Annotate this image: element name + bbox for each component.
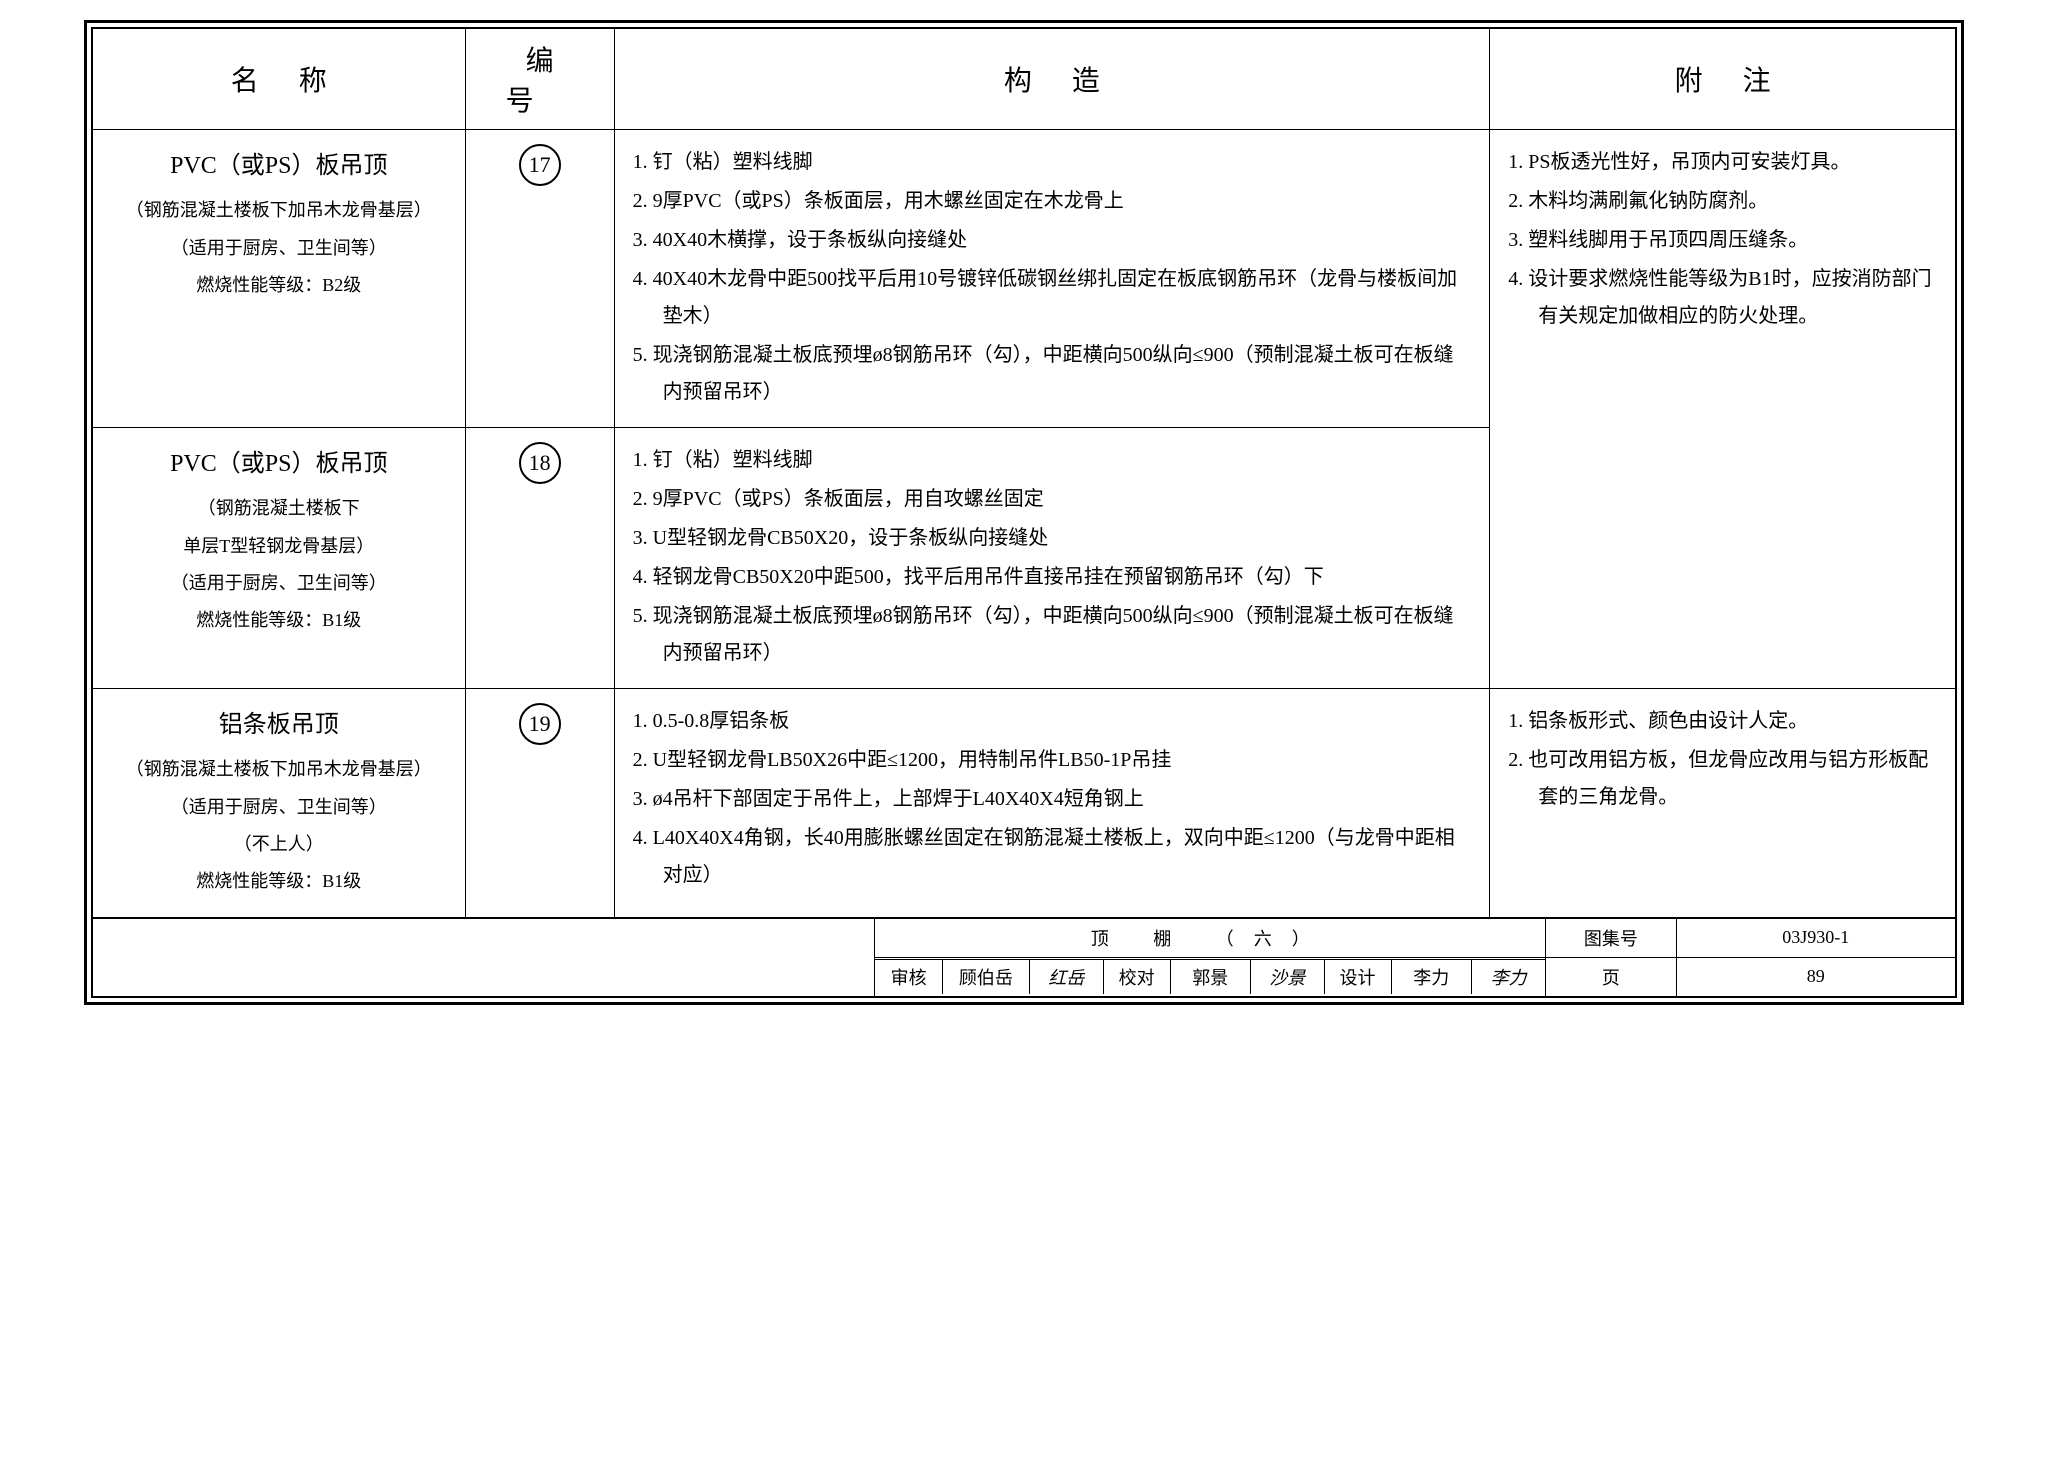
name-main: 铝条板吊顶 bbox=[111, 703, 447, 747]
construct-cell: 1. 钉（粘）塑料线脚 2. 9厚PVC（或PS）条板面层，用自攻螺丝固定 3.… bbox=[614, 428, 1490, 689]
design-signature: 李力 bbox=[1471, 960, 1545, 995]
outer-frame: 名称 编号 构造 附注 PVC（或PS）板吊顶 （钢筋混凝土楼板下加吊木龙骨基层… bbox=[84, 20, 1964, 1005]
document-page: 名称 编号 构造 附注 PVC（或PS）板吊顶 （钢筋混凝土楼板下加吊木龙骨基层… bbox=[84, 20, 1964, 1005]
check-name: 郭景 bbox=[1170, 960, 1250, 995]
construct-item: 3. ø4吊杆下部固定于吊件上，上部焊于L40X40X4短角钢上 bbox=[633, 781, 1472, 818]
fire-rating: 燃烧性能等级：B1级 bbox=[111, 604, 447, 637]
name-sub: 单层T型轻钢龙骨基层） bbox=[111, 530, 447, 563]
name-cell: PVC（或PS）板吊顶 （钢筋混凝土楼板下加吊木龙骨基层） （适用于厨房、卫生间… bbox=[93, 130, 466, 428]
construct-cell: 1. 钉（粘）塑料线脚 2. 9厚PVC（或PS）条板面层，用木螺丝固定在木龙骨… bbox=[614, 130, 1490, 428]
construct-item: 5. 现浇钢筋混凝土板底预埋ø8钢筋吊环（勾），中距横向500纵向≤900（预制… bbox=[633, 337, 1472, 411]
remark-item: 2. 木料均满刷氟化钠防腐剂。 bbox=[1508, 183, 1937, 220]
footer-table: 顶 棚 （六） 图集号 03J930-1 审核 顾伯岳 红岳 校对 郭景 bbox=[92, 918, 1956, 997]
construct-item: 1. 钉（粘）塑料线脚 bbox=[633, 144, 1472, 181]
code-cell: 17 bbox=[465, 130, 614, 428]
name-sub: （钢筋混凝土楼板下加吊木龙骨基层） bbox=[111, 753, 447, 786]
remark-item: 1. PS板透光性好，吊顶内可安装灯具。 bbox=[1508, 144, 1937, 181]
name-main: PVC（或PS）板吊顶 bbox=[111, 442, 447, 486]
design-label: 设计 bbox=[1324, 960, 1391, 995]
name-sub: （适用于厨房、卫生间等） bbox=[111, 567, 447, 600]
construct-cell: 1. 0.5-0.8厚铝条板 2. U型轻钢龙骨LB50X26中距≤1200，用… bbox=[614, 689, 1490, 918]
name-sub: （适用于厨房、卫生间等） bbox=[111, 232, 447, 265]
name-sub: （钢筋混凝土楼板下加吊木龙骨基层） bbox=[111, 194, 447, 227]
construct-item: 2. U型轻钢龙骨LB50X26中距≤1200，用特制吊件LB50-1P吊挂 bbox=[633, 742, 1472, 779]
atlas-label: 图集号 bbox=[1546, 918, 1676, 957]
atlas-value: 03J930-1 bbox=[1676, 918, 1955, 957]
header-name: 名称 bbox=[93, 29, 466, 130]
page-number: 89 bbox=[1676, 957, 1955, 996]
construct-item: 3. U型轻钢龙骨CB50X20，设于条板纵向接缝处 bbox=[633, 520, 1472, 557]
design-name: 李力 bbox=[1391, 960, 1471, 995]
footer-spacer bbox=[93, 918, 875, 996]
signoff-cell: 审核 顾伯岳 红岳 校对 郭景 沙景 设计 李力 李力 bbox=[875, 957, 1546, 996]
page-label: 页 bbox=[1546, 957, 1676, 996]
review-signature: 红岳 bbox=[1029, 960, 1103, 995]
code-cell: 19 bbox=[465, 689, 614, 918]
name-sub: （钢筋混凝土楼板下 bbox=[111, 492, 447, 525]
check-signature: 沙景 bbox=[1250, 960, 1324, 995]
name-cell: PVC（或PS）板吊顶 （钢筋混凝土楼板下 单层T型轻钢龙骨基层） （适用于厨房… bbox=[93, 428, 466, 689]
name-main: PVC（或PS）板吊顶 bbox=[111, 144, 447, 188]
fire-rating: 燃烧性能等级：B2级 bbox=[111, 269, 447, 302]
construct-item: 3. 40X40木横撑，设于条板纵向接缝处 bbox=[633, 222, 1472, 259]
fire-rating: 燃烧性能等级：B1级 bbox=[111, 865, 447, 898]
code-number: 19 bbox=[519, 703, 561, 745]
construct-item: 2. 9厚PVC（或PS）条板面层，用木螺丝固定在木龙骨上 bbox=[633, 183, 1472, 220]
table-row: 铝条板吊顶 （钢筋混凝土楼板下加吊木龙骨基层） （适用于厨房、卫生间等） （不上… bbox=[93, 689, 1956, 918]
remark-item: 2. 也可改用铝方板，但龙骨应改用与铝方形板配套的三角龙骨。 bbox=[1508, 742, 1937, 816]
specification-table: 名称 编号 构造 附注 PVC（或PS）板吊顶 （钢筋混凝土楼板下加吊木龙骨基层… bbox=[92, 28, 1956, 918]
header-remark: 附注 bbox=[1490, 29, 1956, 130]
construct-item: 4. L40X40X4角钢，长40用膨胀螺丝固定在钢筋混凝土楼板上，双向中距≤1… bbox=[633, 820, 1472, 894]
remark-item: 1. 铝条板形式、颜色由设计人定。 bbox=[1508, 703, 1937, 740]
name-sub: （不上人） bbox=[111, 828, 447, 861]
header-construct: 构造 bbox=[614, 29, 1490, 130]
construct-item: 5. 现浇钢筋混凝土板底预埋ø8钢筋吊环（勾），中距横向500纵向≤900（预制… bbox=[633, 598, 1472, 672]
remark-item: 3. 塑料线脚用于吊顶四周压缝条。 bbox=[1508, 222, 1937, 259]
table-row: PVC（或PS）板吊顶 （钢筋混凝土楼板下加吊木龙骨基层） （适用于厨房、卫生间… bbox=[93, 130, 1956, 428]
header-row: 名称 编号 构造 附注 bbox=[93, 29, 1956, 130]
construct-item: 1. 0.5-0.8厚铝条板 bbox=[633, 703, 1472, 740]
remark-cell: 1. 铝条板形式、颜色由设计人定。 2. 也可改用铝方板，但龙骨应改用与铝方形板… bbox=[1490, 689, 1956, 918]
construct-item: 1. 钉（粘）塑料线脚 bbox=[633, 442, 1472, 479]
sheet-title: 顶 棚 （六） bbox=[875, 918, 1546, 957]
name-sub: （适用于厨房、卫生间等） bbox=[111, 791, 447, 824]
header-code: 编号 bbox=[465, 29, 614, 130]
construct-item: 4. 40X40木龙骨中距500找平后用10号镀锌低碳钢丝绑扎固定在板底钢筋吊环… bbox=[633, 261, 1472, 335]
review-name: 顾伯岳 bbox=[942, 960, 1029, 995]
construct-item: 4. 轻钢龙骨CB50X20中距500，找平后用吊件直接吊挂在预留钢筋吊环（勾）… bbox=[633, 559, 1472, 596]
remark-item: 4. 设计要求燃烧性能等级为B1时，应按消防部门有关规定加做相应的防火处理。 bbox=[1508, 261, 1937, 335]
check-label: 校对 bbox=[1103, 960, 1170, 995]
name-cell: 铝条板吊顶 （钢筋混凝土楼板下加吊木龙骨基层） （适用于厨房、卫生间等） （不上… bbox=[93, 689, 466, 918]
code-number: 18 bbox=[519, 442, 561, 484]
footer-row-title: 顶 棚 （六） 图集号 03J930-1 bbox=[93, 918, 1956, 957]
code-number: 17 bbox=[519, 144, 561, 186]
inner-frame: 名称 编号 构造 附注 PVC（或PS）板吊顶 （钢筋混凝土楼板下加吊木龙骨基层… bbox=[91, 27, 1957, 998]
code-cell: 18 bbox=[465, 428, 614, 689]
remark-cell: 1. PS板透光性好，吊顶内可安装灯具。 2. 木料均满刷氟化钠防腐剂。 3. … bbox=[1490, 130, 1956, 689]
construct-item: 2. 9厚PVC（或PS）条板面层，用自攻螺丝固定 bbox=[633, 481, 1472, 518]
review-label: 审核 bbox=[875, 960, 942, 995]
